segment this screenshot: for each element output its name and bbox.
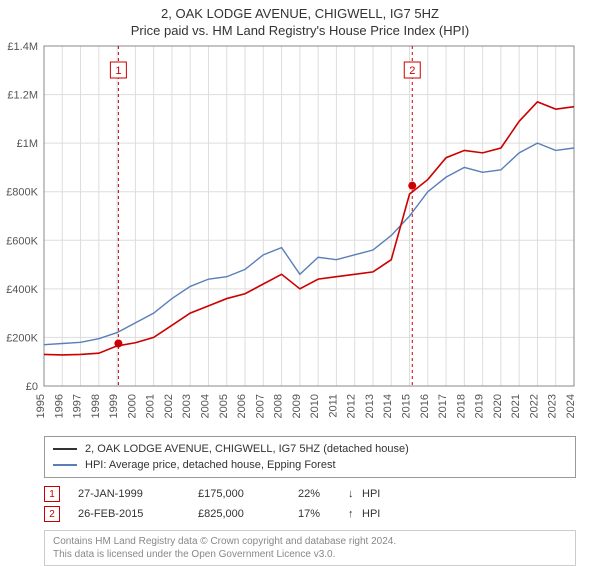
svg-text:2023: 2023 [547,394,559,418]
svg-text:2001: 2001 [145,394,157,418]
svg-text:2019: 2019 [474,394,486,418]
svg-text:2: 2 [409,65,415,77]
svg-text:2011: 2011 [327,394,339,418]
up-arrow-icon: ↑ [348,508,362,520]
svg-text:£0: £0 [26,381,38,393]
svg-text:2003: 2003 [181,394,193,418]
svg-text:2022: 2022 [528,394,540,418]
legend-label-price-paid: 2, OAK LODGE AVENUE, CHIGWELL, IG7 5HZ (… [85,443,409,455]
svg-text:2014: 2014 [382,394,394,418]
svg-text:2005: 2005 [218,394,230,418]
svg-text:1996: 1996 [53,394,65,418]
svg-text:1998: 1998 [90,394,102,418]
sale-marker-2: 2 [44,506,60,522]
svg-text:£800K: £800K [6,187,38,199]
sale-pct: 22% [298,488,348,500]
footer-line2: This data is licensed under the Open Gov… [53,548,567,561]
chart-title-address: 2, OAK LODGE AVENUE, CHIGWELL, IG7 5HZ [0,0,600,21]
svg-text:£200K: £200K [6,332,38,344]
svg-text:2017: 2017 [437,394,449,418]
svg-text:2010: 2010 [309,394,321,418]
svg-text:2000: 2000 [126,394,138,418]
legend: 2, OAK LODGE AVENUE, CHIGWELL, IG7 5HZ (… [44,436,576,478]
svg-text:1: 1 [115,65,121,77]
svg-text:£1.4M: £1.4M [7,42,38,53]
svg-text:£1M: £1M [17,138,38,150]
svg-text:2015: 2015 [401,394,413,418]
sale-row: 2 26-FEB-2015 £825,000 17% ↑ HPI [44,504,576,524]
legend-row-price-paid: 2, OAK LODGE AVENUE, CHIGWELL, IG7 5HZ (… [53,441,567,457]
svg-text:2013: 2013 [364,394,376,418]
svg-text:1997: 1997 [72,394,84,418]
legend-row-hpi: HPI: Average price, detached house, Eppi… [53,457,567,473]
svg-text:2009: 2009 [291,394,303,418]
sale-pct: 17% [298,508,348,520]
svg-text:2024: 2024 [565,394,577,418]
svg-text:2002: 2002 [163,394,175,418]
svg-text:2016: 2016 [419,394,431,418]
sale-data-table: 1 27-JAN-1999 £175,000 22% ↓ HPI 2 26-FE… [44,484,576,524]
sale-hpi-label: HPI [362,488,392,500]
svg-text:2021: 2021 [510,394,522,418]
sale-marker-1: 1 [44,486,60,502]
svg-text:£400K: £400K [6,284,38,296]
sale-date: 26-FEB-2015 [78,508,198,520]
svg-text:£600K: £600K [6,235,38,247]
chart-title-subtitle: Price paid vs. HM Land Registry's House … [0,21,600,42]
svg-text:2018: 2018 [455,394,467,418]
svg-text:1995: 1995 [35,394,47,418]
svg-text:2004: 2004 [199,394,211,418]
legend-swatch-price-paid [53,448,77,450]
svg-text:2008: 2008 [273,394,285,418]
legend-label-hpi: HPI: Average price, detached house, Eppi… [85,459,336,471]
legend-swatch-hpi [53,464,77,466]
attribution-footer: Contains HM Land Registry data © Crown c… [44,530,576,566]
sale-price: £825,000 [198,508,298,520]
down-arrow-icon: ↓ [348,488,362,500]
svg-text:2007: 2007 [254,394,266,418]
svg-text:2012: 2012 [346,394,358,418]
sale-price: £175,000 [198,488,298,500]
svg-text:£1.2M: £1.2M [7,90,38,102]
line-chart: £0 £200K £400K £600K £800K £1M £1.2M £1.4M 1995 1… [0,42,600,432]
sale-row: 1 27-JAN-1999 £175,000 22% ↓ HPI [44,484,576,504]
sale-hpi-label: HPI [362,508,392,520]
svg-text:2020: 2020 [492,394,504,418]
footer-line1: Contains HM Land Registry data © Crown c… [53,535,567,548]
svg-text:2006: 2006 [236,394,248,418]
sale-date: 27-JAN-1999 [78,488,198,500]
svg-text:1999: 1999 [108,394,120,418]
